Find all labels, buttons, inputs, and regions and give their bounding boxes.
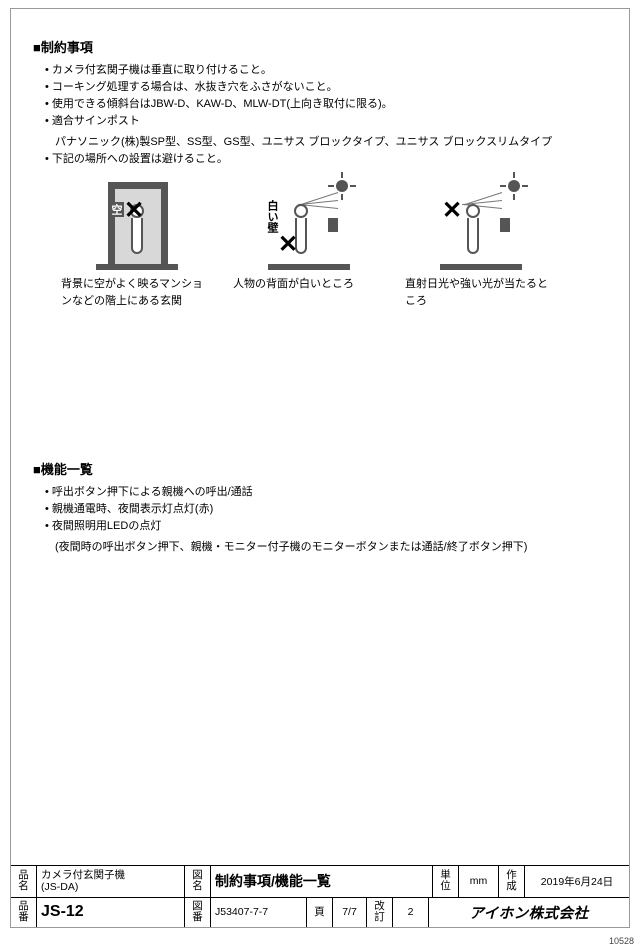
x-icon: ✕ [278, 230, 298, 259]
feature-item: 呼出ボタン押下による親機への呼出/通話 [45, 484, 607, 501]
value-revision: 2 [393, 898, 429, 927]
constraints-heading: ■制約事項 [33, 37, 607, 56]
value-unit: mm [459, 866, 499, 897]
page-frame: ■制約事項 カメラ付玄関子機は垂直に取り付けること。 コーキング処理する場合は、… [10, 8, 630, 928]
diagram-caption: 背景に空がよく映るマンションなどの階上にある玄関 [61, 276, 211, 309]
x-icon: ✕ [442, 196, 462, 225]
diagram-white-wall: 白い壁 ✕ 人物の背面が白いところ [233, 174, 383, 309]
constraint-item: 使用できる傾斜台はJBW-D、KAW-D、MLW-DT(上向き取付に限る)。 [45, 96, 607, 113]
value-page: 7/7 [333, 898, 367, 927]
label-revision: 改訂 [367, 898, 393, 927]
constraint-sub: パナソニック(株)製SP型、SS型、GS型、ユニサス ブロックタイプ、ユニサス … [33, 134, 607, 151]
feature-item: 親機通電時、夜間表示灯点灯(赤) [45, 501, 607, 518]
constraints-list-2: 下記の場所への設置は避けること。 [33, 151, 607, 168]
value-drawing-no: J53407-7-7 [211, 898, 307, 927]
label-product-name: 品名 [11, 866, 37, 897]
diagram-label: 空 [110, 202, 124, 217]
label-product-code: 品番 [11, 898, 37, 927]
diagram-direct-light: ✕ 直射日光や強い光が当たるところ [405, 174, 555, 309]
constraints-list: カメラ付玄関子機は垂直に取り付けること。 コーキング処理する場合は、水抜き穴をふ… [33, 62, 607, 130]
feature-sub: (夜間時の呼出ボタン押下、親機・モニター付子機のモニターボタンまたは通話/終了ボ… [33, 539, 607, 556]
diagram-sky-bg: 空 ✕ 背景に空がよく映るマンションなどの階上にある玄関 [61, 174, 211, 309]
x-icon: ✕ [124, 196, 144, 225]
feature-item: 夜間照明用LEDの点灯 [45, 518, 607, 535]
label-page: 頁 [307, 898, 333, 927]
diagram-caption: 直射日光や強い光が当たるところ [405, 276, 555, 309]
constraint-item: 下記の場所への設置は避けること。 [45, 151, 607, 168]
label-drawing-no: 図番 [185, 898, 211, 927]
value-product-code: JS-12 [37, 898, 185, 927]
bad-location-diagrams: 空 ✕ 背景に空がよく映るマンションなどの階上にある玄関 白い壁 ✕ 人物の背面… [61, 174, 607, 309]
features-heading: ■機能一覧 [33, 459, 607, 478]
value-product-name: カメラ付玄関子機 (JS-DA) [37, 866, 185, 897]
constraint-item: 適合サインポスト [45, 113, 607, 130]
company-logo: アイホン株式会社 [429, 898, 629, 927]
title-block: 品名 カメラ付玄関子機 (JS-DA) 図名 制約事項/機能一覧 単位 mm 作… [11, 865, 629, 927]
constraint-item: コーキング処理する場合は、水抜き穴をふさがないこと。 [45, 79, 607, 96]
features-list: 呼出ボタン押下による親機への呼出/通話 親機通電時、夜間表示灯点灯(赤) 夜間照… [33, 484, 607, 535]
doc-id: 10528 [609, 936, 634, 946]
constraint-item: カメラ付玄関子機は垂直に取り付けること。 [45, 62, 607, 79]
value-drawing-name: 制約事項/機能一覧 [211, 866, 433, 897]
value-created: 2019年6月24日 [525, 866, 629, 897]
diagram-caption: 人物の背面が白いところ [233, 276, 383, 293]
label-unit: 単位 [433, 866, 459, 897]
label-drawing-name: 図名 [185, 866, 211, 897]
label-created: 作成 [499, 866, 525, 897]
